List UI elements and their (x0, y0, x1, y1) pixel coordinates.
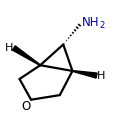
Polygon shape (12, 46, 40, 65)
Text: O: O (22, 100, 31, 113)
Text: H: H (96, 71, 104, 81)
Polygon shape (72, 71, 96, 78)
Text: NH: NH (81, 16, 98, 29)
Text: 2: 2 (98, 21, 103, 30)
Text: H: H (5, 43, 13, 53)
